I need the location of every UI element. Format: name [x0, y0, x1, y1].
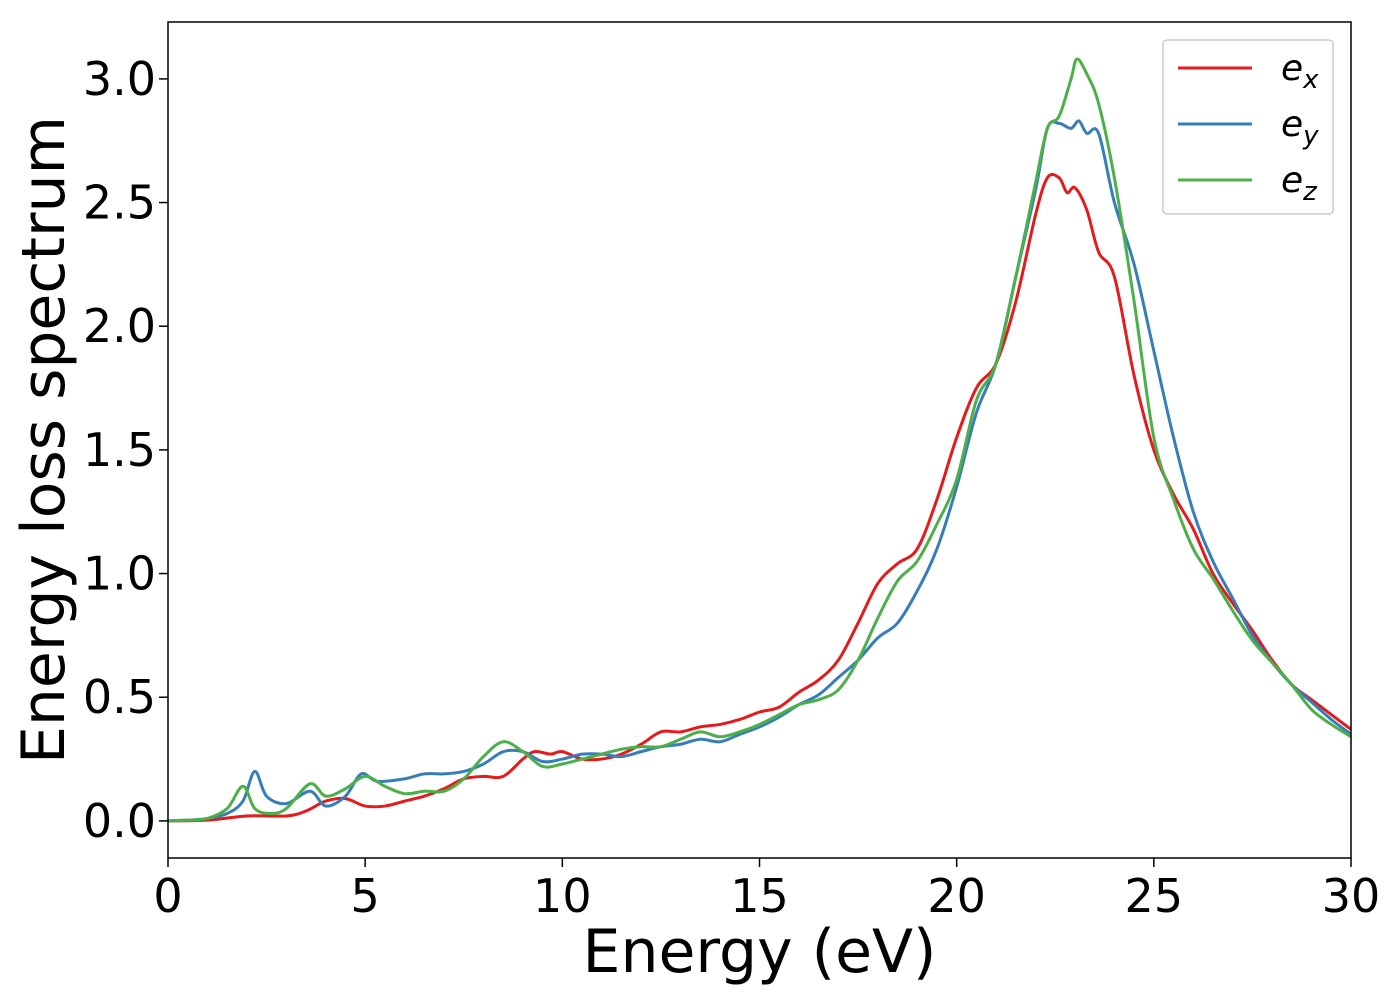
- y-axis-ticks: 0.0 0.5 1.0 1.5 2.0 2.5 3.0: [83, 52, 168, 848]
- x-tick-label: 10: [533, 869, 592, 923]
- y-tick-label: 3.0: [83, 52, 156, 106]
- x-tick-label: 15: [730, 869, 789, 923]
- y-tick-label: 1.0: [83, 547, 156, 601]
- x-axis-title: Energy (eV): [583, 917, 937, 987]
- series-line-e-z: [168, 57, 1351, 823]
- legend-box: [1162, 39, 1334, 215]
- y-tick-label: 2.0: [83, 299, 156, 353]
- x-tick-label: 30: [1322, 869, 1381, 923]
- y-axis-title: Energy loss spectrum: [9, 116, 79, 764]
- legend-label-e-z: ez: [1281, 160, 1318, 207]
- x-tick-label: 0: [153, 869, 182, 923]
- legend-label-e-x: ex: [1281, 48, 1319, 95]
- legend-label-e-y: ey: [1281, 104, 1319, 151]
- y-tick-label: 2.5: [83, 176, 156, 230]
- y-tick-label: 0.5: [83, 670, 156, 724]
- x-tick-label: 25: [1125, 869, 1184, 923]
- y-tick-label: 1.5: [83, 423, 156, 477]
- x-axis-ticks: 0 5 10 15 20 25 30: [153, 858, 1380, 923]
- x-tick-label: 20: [927, 869, 986, 923]
- x-tick-label: 5: [351, 869, 380, 923]
- legend: ex ey ez: [1162, 39, 1334, 215]
- series-layer: [168, 57, 1351, 823]
- series-line-e-x: [168, 172, 1351, 823]
- y-tick-label: 0.0: [83, 794, 156, 848]
